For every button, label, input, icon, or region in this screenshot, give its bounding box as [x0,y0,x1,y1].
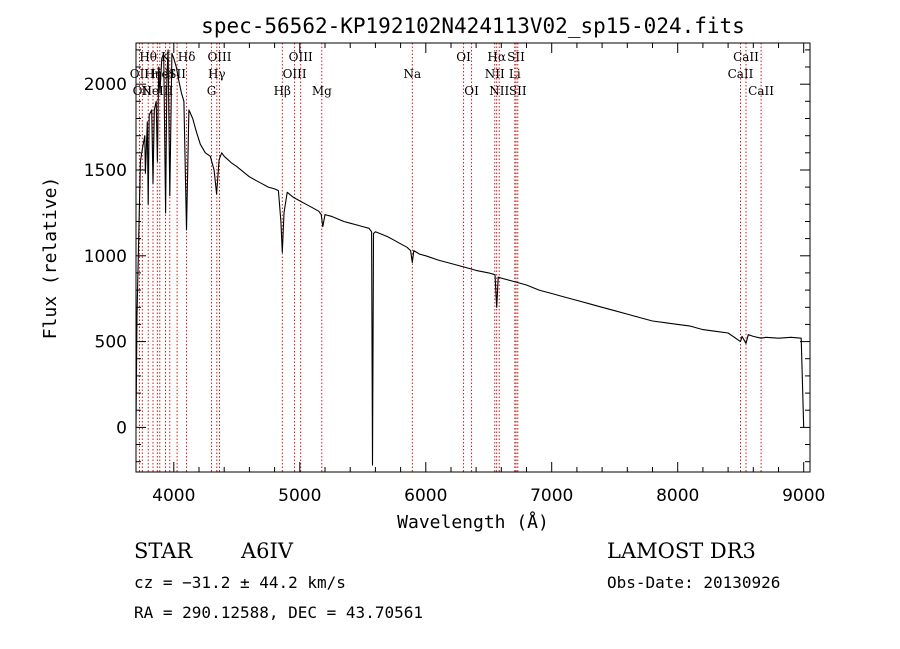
survey-name: LAMOST DR3 [607,539,756,563]
marker-label-12: OIII [207,50,231,64]
marker-label-24: SII [507,50,525,64]
chart-title: spec-56562-KP192102N424113V02_sp15-024.f… [201,14,745,38]
marker-label-4: NeIII [141,84,173,98]
marker-label-11: Hγ [208,67,226,81]
x-tick-label: 7000 [530,486,573,506]
y-tick-label: 1000 [84,247,127,267]
marker-label-0: OII [130,67,150,81]
observation-date: Obs-Date: 20130926 [607,573,781,592]
marker-label-17: Na [403,67,421,81]
marker-label-15: OIII [289,50,313,64]
marker-label-13: Hβ [274,84,291,98]
marker-label-7: H [165,67,175,81]
y-tick-label: 2000 [84,75,127,95]
marker-label-1: OII [133,84,153,98]
x-tick-label: 8000 [656,486,699,506]
object-subclass: A6IV [241,539,293,563]
marker-label-14: OIII [283,67,307,81]
line-marker-layer: OIIOIIHθHηNeIIIHeKHSIIHδGHγOIIIHβOIIIOII… [130,43,774,472]
y-tick-label: 0 [116,418,127,438]
x-tick-label: 4000 [152,486,195,506]
coordinates: RA = 290.12588, DEC = 43.70561 [134,603,423,622]
marker-label-21: Hα [487,50,506,64]
y-axis-label: Flux (relative) [40,177,61,340]
redshift-value: cz = −31.2 ± 44.2 km/s [134,573,346,592]
plot-frame [135,42,811,473]
marker-label-20: NII [485,67,505,81]
marker-label-28: CaII [748,84,774,98]
object-class: STAR [134,539,193,563]
series-line-0 [135,49,805,466]
x-axis-label: Wavelength (Å) [397,511,549,533]
x-axis: 4000 5000 6000 7000 8000 9000 [152,43,825,506]
marker-label-27: CaII [733,50,759,64]
marker-label-22: NII [489,84,509,98]
marker-label-9: Hδ [178,50,196,64]
series-layer [135,49,805,466]
x-tick-label: 5000 [278,486,321,506]
marker-label-10: G [207,84,217,98]
marker-label-3: Hη [144,67,162,81]
marker-label-6: K [161,50,171,64]
y-axis: 0 500 1000 1500 2000 [84,49,810,463]
x-tick-label: 9000 [782,486,825,506]
marker-label-18: OI [456,50,471,64]
marker-label-19: OI [464,84,479,98]
marker-label-26: CaII [728,67,754,81]
marker-label-25: SII [509,84,527,98]
marker-label-16: Mg [312,84,332,98]
x-tick-label: 6000 [404,486,447,506]
y-tick-label: 1500 [84,161,127,181]
marker-label-23: Li [509,67,521,81]
y-tick-label: 500 [95,333,127,353]
marker-label-2: Hθ [139,50,157,64]
